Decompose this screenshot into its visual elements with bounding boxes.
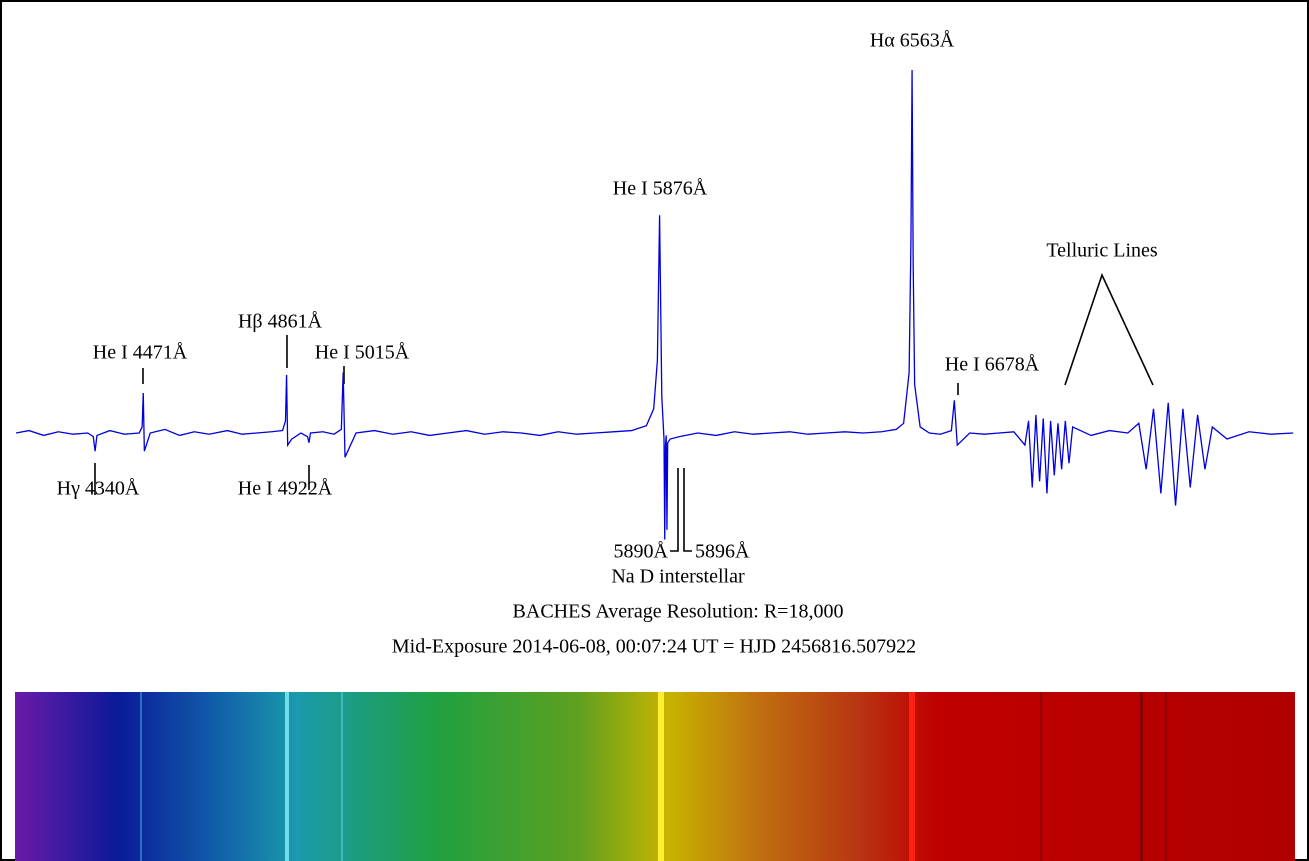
line-label: He I 4471Å (93, 342, 188, 364)
line-label: Hα 6563Å (870, 30, 955, 52)
line-label: Telluric Lines (1046, 240, 1158, 262)
line-label: Hγ 4340Å (57, 478, 140, 500)
spectrum-strip (15, 692, 1295, 861)
line-label: 5890Å (614, 541, 669, 563)
annotation-markers (94, 272, 1154, 552)
note: Mid-Exposure 2014-06-08, 00:07:24 UT = H… (392, 636, 916, 658)
line-label: He I 6678Å (945, 354, 1040, 376)
line-label: 5896Å (695, 541, 750, 563)
line-label: Hβ 4861Å (238, 311, 323, 333)
line-label: He I 4922Å (238, 478, 333, 500)
note: BACHES Average Resolution: R=18,000 (513, 601, 844, 623)
line-label: Na D interstellar (611, 566, 745, 588)
line-label: He I 5876Å (613, 178, 708, 200)
line-label: He I 5015Å (315, 342, 410, 364)
spectrum-line (15, 69, 1294, 540)
